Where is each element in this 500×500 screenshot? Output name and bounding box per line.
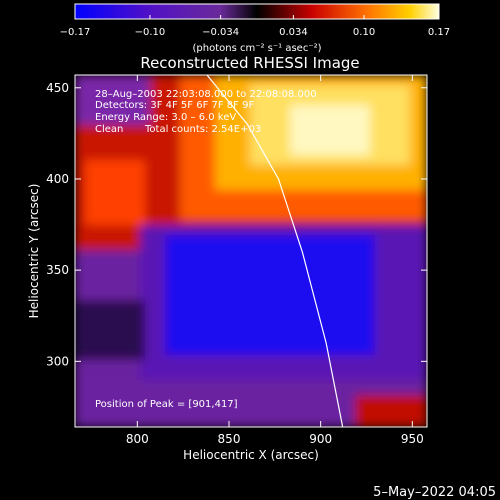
colorbar-tick-label: 0.17 <box>428 27 450 38</box>
solar-limb-curve <box>206 75 344 427</box>
chart-title: Reconstructed RHESSI Image <box>140 54 359 72</box>
colorbar-unit-label: (photons cm⁻² s⁻¹ asec⁻²) <box>192 43 321 54</box>
y-tick-label: 450 <box>46 81 69 95</box>
image-area <box>75 75 427 427</box>
intensity-map <box>75 75 427 427</box>
y-tick-label: 350 <box>46 263 69 277</box>
x-tick-label: 800 <box>126 432 149 446</box>
colorbar-tick-label: −0.10 <box>135 27 166 38</box>
annotation-total-counts: Total counts: 2.54E+03 <box>144 124 261 135</box>
colorbar-ticks: −0.17 −0.10 −0.034 0.034 0.10 0.17 <box>60 15 450 38</box>
x-tick-label: 950 <box>401 432 424 446</box>
y-axis-label: Heliocentric Y (arcsec) <box>27 184 41 319</box>
colorbar-tick-label: −0.034 <box>202 27 239 38</box>
x-tick-label: 850 <box>218 432 241 446</box>
plot-frame <box>74 74 428 428</box>
y-axis-ticks: 300 350 400 450 <box>46 81 427 368</box>
x-tick-label: 900 <box>309 432 332 446</box>
x-axis-label: Heliocentric X (arcsec) <box>183 448 319 462</box>
colorbar-tick-label: −0.17 <box>60 27 91 38</box>
colorbar-tick-label: 0.10 <box>353 27 375 38</box>
annotation-time-range: 28–Aug–2003 22:03:08.000 to 22:08:08.000 <box>95 89 317 100</box>
annotation-energy-range: Energy Range: 3.0 – 6.0 keV <box>95 112 236 123</box>
x-axis-ticks: 800 850 900 950 <box>126 75 424 446</box>
colorbar <box>74 3 440 20</box>
annotation-detectors: Detectors: 3F 4F 5F 6F 7F 8F 9F <box>95 100 254 111</box>
y-tick-label: 400 <box>46 172 69 186</box>
y-tick-label: 300 <box>46 354 69 368</box>
colorbar-tick-label: 0.034 <box>279 27 308 38</box>
footer-timestamp: 5–May–2022 04:05 <box>373 485 496 500</box>
peak-position-label: Position of Peak = [901,417] <box>95 399 238 410</box>
annotation-clean: Clean <box>95 124 123 135</box>
